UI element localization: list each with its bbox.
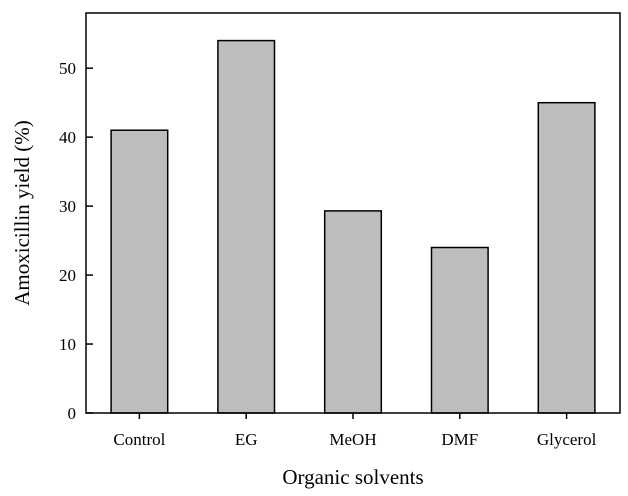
bar-meoh: [323, 210, 383, 414]
bar-dmf: [430, 246, 489, 414]
bars-layer: [110, 39, 596, 414]
x-axis: Control EG MeOH DMF Glycerol: [113, 413, 597, 449]
y-tick-label-0: 0: [68, 404, 77, 423]
x-tick-label-glycerol: Glycerol: [537, 430, 597, 449]
bar-control: [110, 129, 169, 414]
bar-glycerol: [537, 101, 596, 414]
x-axis-title: Organic solvents: [282, 465, 423, 489]
bar-eg: [217, 39, 276, 414]
y-tick-label-40: 40: [59, 128, 76, 147]
x-tick-label-eg: EG: [235, 430, 258, 449]
y-axis-title: Amoxicillin yield (%): [10, 120, 34, 305]
x-tick-label-meoh: MeOH: [329, 430, 376, 449]
x-tick-label-dmf: DMF: [441, 430, 478, 449]
x-tick-label-control: Control: [113, 430, 165, 449]
y-tick-label-30: 30: [59, 197, 76, 216]
y-tick-label-10: 10: [59, 335, 76, 354]
y-axis: 0 10 20 30 40 50: [59, 59, 93, 423]
y-tick-label-20: 20: [59, 266, 76, 285]
y-tick-label-50: 50: [59, 59, 76, 78]
